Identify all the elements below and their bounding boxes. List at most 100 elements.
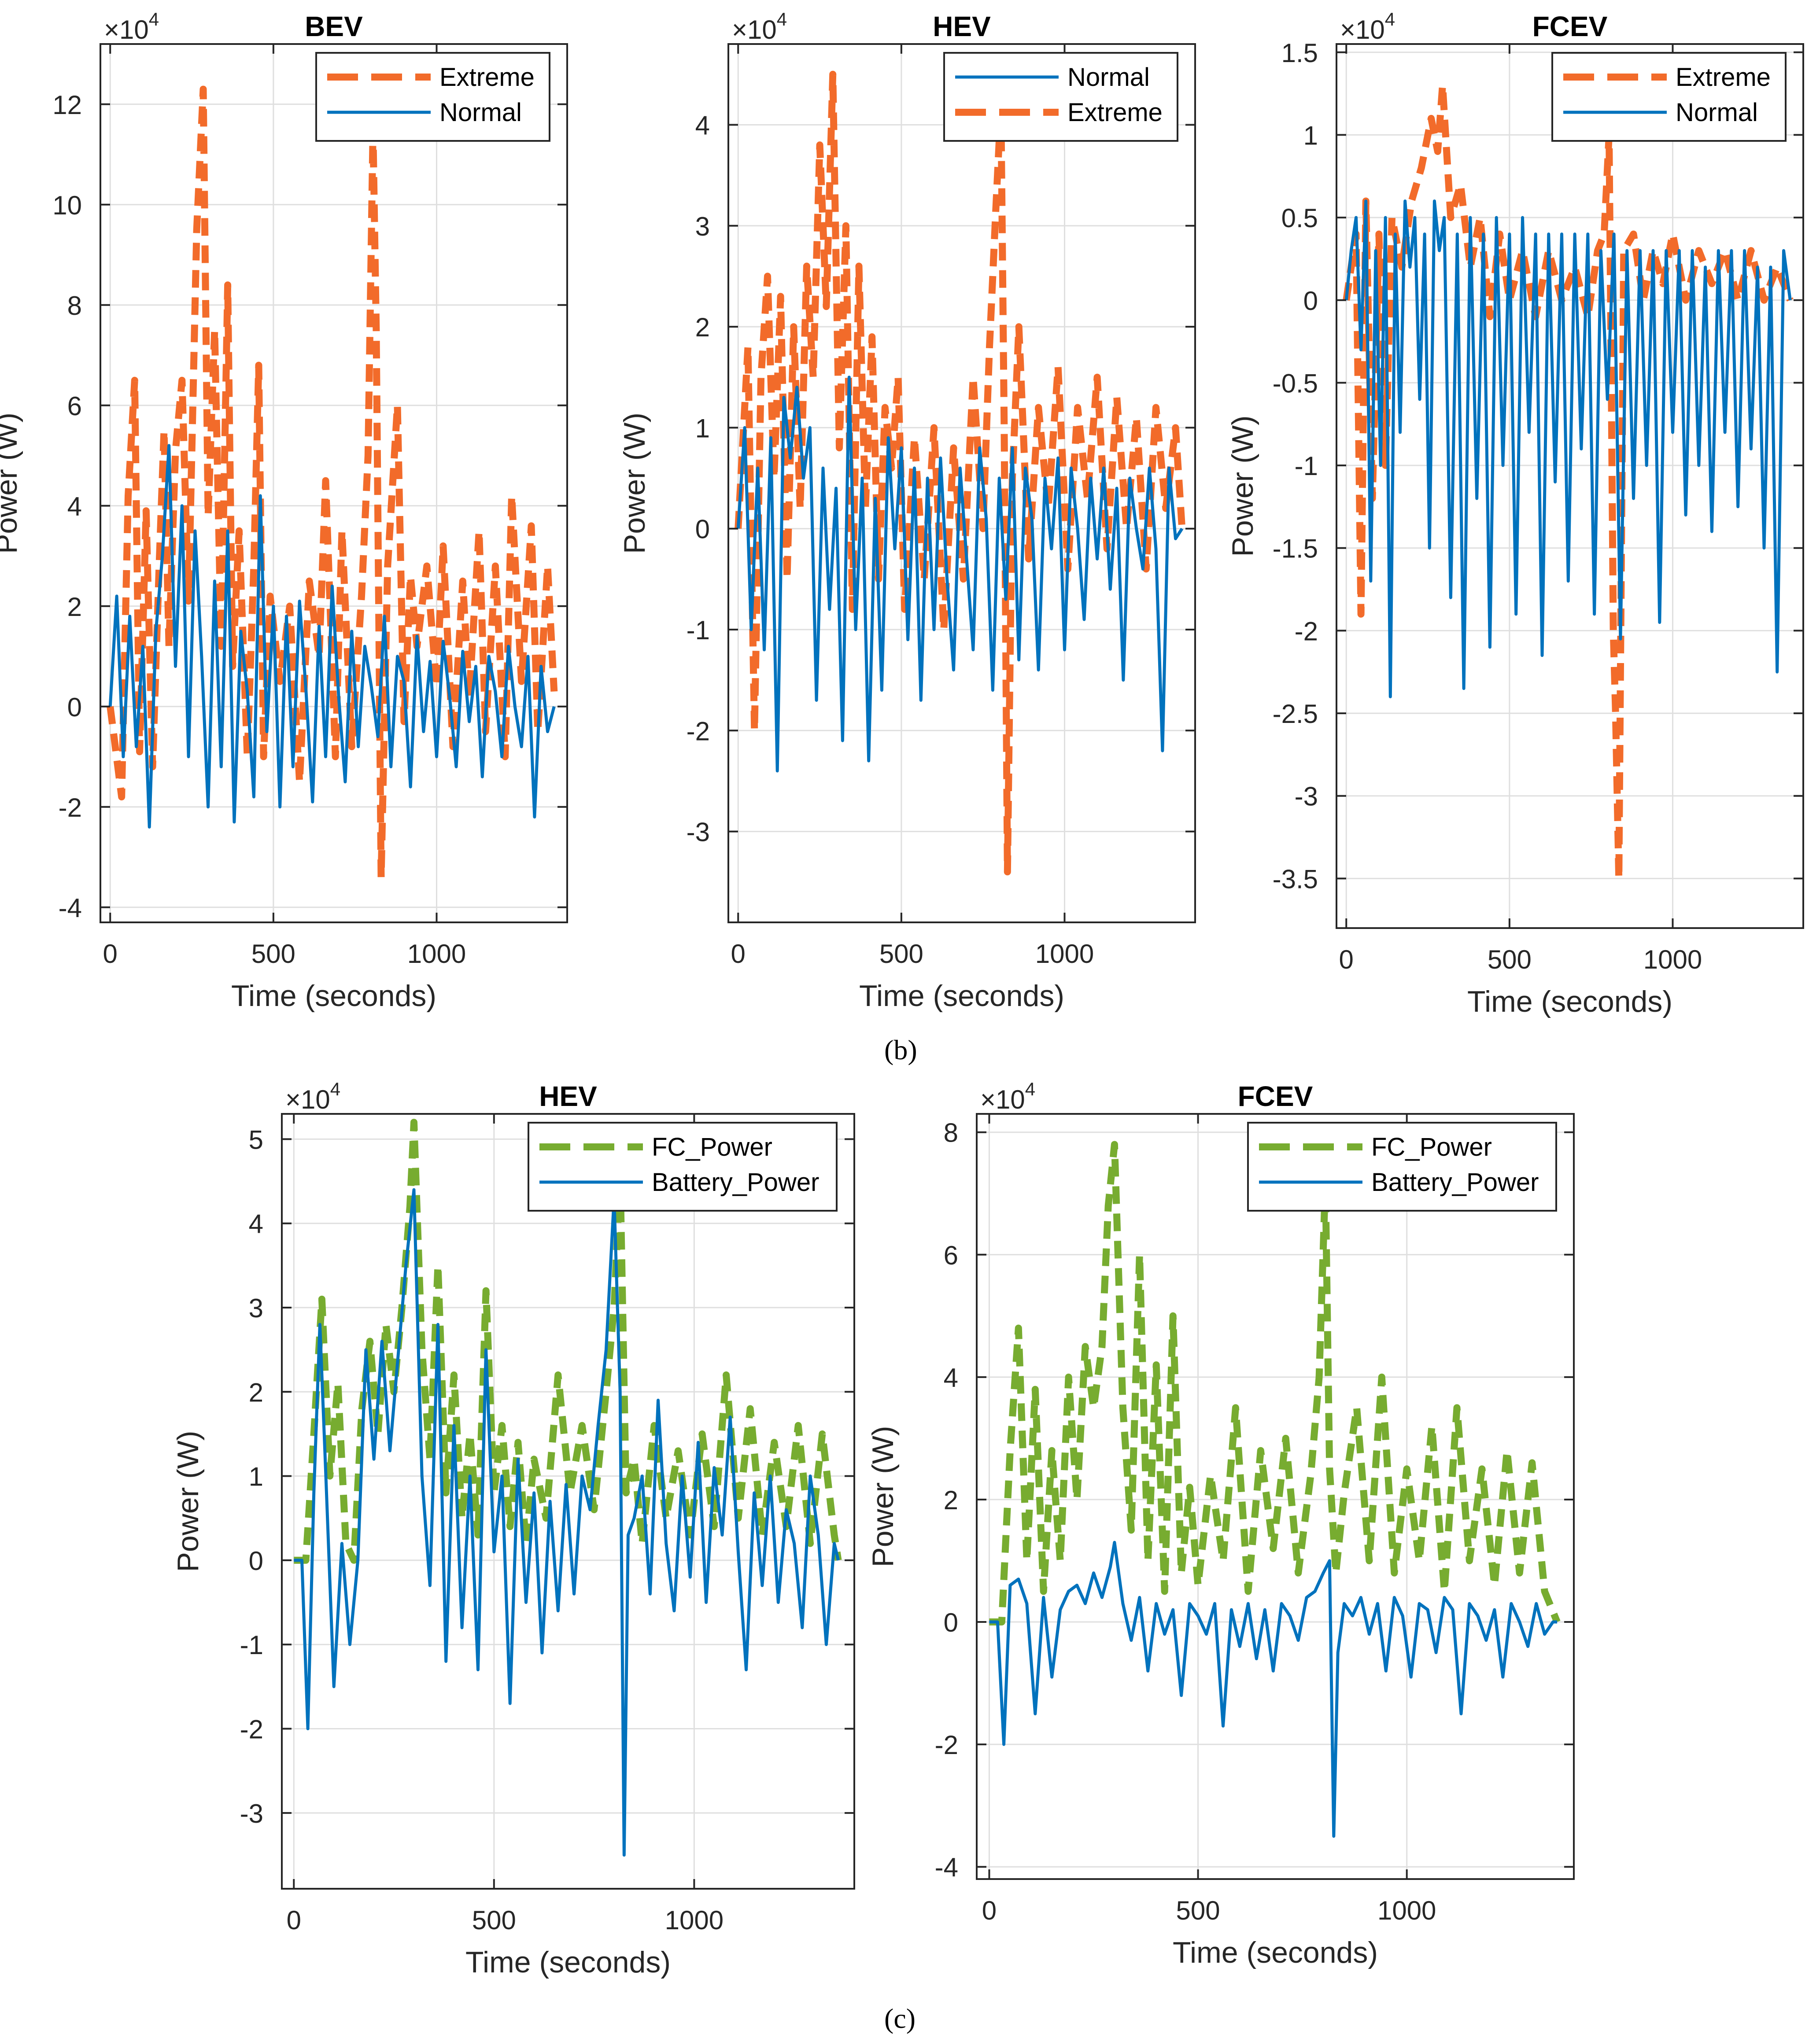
y-tick-label: 10	[52, 191, 82, 220]
y-axis-label: Power (W)	[618, 413, 651, 554]
axes-frame	[281, 1113, 855, 1890]
y-tick-label: -3	[240, 1799, 263, 1828]
x-tick-label: 0	[982, 1896, 997, 1925]
panel-label-b: (b)	[884, 1034, 917, 1065]
y-exponent-label: ×104	[285, 1079, 340, 1114]
y-axis-label: Power (W)	[0, 413, 23, 554]
axes-frame	[976, 1113, 1575, 1880]
plot-area	[735, 70, 1186, 876]
y-tick-label: 0	[1303, 286, 1318, 316]
plot-area	[294, 1119, 842, 1857]
legend: FC_Power Battery_Power	[528, 1122, 838, 1212]
x-axis-label: Time (seconds)	[231, 979, 436, 1013]
y-axis-label: Power (W)	[171, 1430, 205, 1572]
y-tick-label: 4	[944, 1363, 958, 1393]
chart-4-hev: -3 -2 -1 0 1 2 3 4 5 0 500 1000 ×104 HEV Time (seconds…	[171, 1079, 855, 1979]
legend: Extreme Normal	[1551, 52, 1787, 142]
x-tick-label: 1000	[407, 939, 466, 969]
chart-1-bev: -4 -2 0 2 4 6 8 10 12 0 500 1000 ×104 BEV Time (second…	[0, 9, 568, 1013]
x-tick-label: 1000	[1377, 1896, 1436, 1925]
y-exponent-label: ×104	[1340, 9, 1395, 44]
y-tick-label: 4	[695, 111, 710, 140]
x-tick-label: 0	[1339, 945, 1354, 974]
y-tick-label: 6	[67, 391, 82, 421]
y-tick-label: -3	[1295, 782, 1318, 811]
legend-box	[1551, 52, 1787, 142]
x-axis-label: Time (seconds)	[1467, 985, 1672, 1018]
plot-area	[1343, 81, 1794, 882]
legend-label-normal: Normal	[1067, 63, 1150, 92]
series-line-battery-power	[294, 1188, 840, 1857]
y-exponent-label: ×104	[104, 9, 159, 44]
y-tick-label: 2	[695, 313, 710, 342]
y-tick-label: 3	[249, 1294, 263, 1323]
y-tick-label: 6	[944, 1241, 958, 1270]
x-tick-label: 0	[731, 939, 746, 969]
chart-5-fcev: -4 -2 0 2 4 6 8 0 500 1000 ×104 FCEV Time (seconds) P…	[866, 1079, 1575, 1969]
x-tick-label: 500	[251, 939, 295, 969]
x-axis-label: Time (seconds)	[1173, 1936, 1378, 1969]
y-tick-label: 1	[249, 1462, 263, 1492]
y-tick-label: 1	[695, 413, 710, 443]
x-tick-label: 500	[879, 939, 923, 969]
legend-label-battery-power: Battery_Power	[1371, 1168, 1539, 1197]
legend-label-fc-power: FC_Power	[652, 1133, 772, 1161]
chart-title: BEV	[305, 11, 363, 42]
y-tick-label: 0.5	[1281, 203, 1318, 233]
legend-box	[1247, 1122, 1557, 1212]
y-tick-label: -2	[240, 1715, 263, 1744]
y-tick-label: 0	[695, 515, 710, 544]
series-line-battery-power	[989, 1540, 1558, 1838]
y-tick-label: 2	[944, 1485, 958, 1515]
y-tick-label: -2.5	[1273, 699, 1318, 729]
y-tick-label: 2	[67, 592, 82, 622]
y-tick-label: -2	[1295, 616, 1318, 646]
legend: Normal Extreme	[943, 52, 1178, 142]
x-tick-label: 1000	[1643, 945, 1702, 974]
y-tick-label: 0	[249, 1546, 263, 1576]
y-tick-label: 8	[944, 1118, 958, 1148]
y-tick-label: 1.5	[1281, 38, 1318, 68]
y-tick-label: -4	[59, 893, 82, 923]
y-tick-label: -3	[687, 818, 710, 847]
y-tick-label: 3	[695, 212, 710, 241]
axes-frame	[100, 43, 568, 923]
y-tick-label: -1	[687, 615, 710, 645]
x-tick-label: 500	[1488, 945, 1532, 974]
legend-box	[943, 52, 1178, 142]
y-exponent-label: ×104	[980, 1079, 1035, 1114]
x-axis-label: Time (seconds)	[465, 1946, 671, 1979]
plot-area	[107, 85, 558, 881]
legend-box	[315, 52, 550, 142]
legend-label-normal: Normal	[439, 98, 522, 127]
y-tick-label: -2	[935, 1730, 958, 1760]
y-axis-label: Power (W)	[1226, 415, 1259, 556]
x-tick-label: 500	[1176, 1896, 1220, 1925]
series-line-extreme	[107, 85, 558, 881]
y-tick-label: 1	[1303, 121, 1318, 150]
y-axis-label: Power (W)	[866, 1426, 900, 1567]
y-tick-label: 5	[249, 1125, 263, 1154]
series-line-normal	[1344, 199, 1792, 698]
y-tick-label: -1	[1295, 451, 1318, 481]
y-exponent-label: ×104	[732, 9, 787, 44]
legend-label-extreme: Extreme	[1067, 98, 1163, 127]
y-tick-label: 2	[249, 1378, 263, 1407]
chart-2-hev: -3 -2 -1 0 1 2 3 4 0 500 1000 ×104 HEV Time (seconds)…	[618, 9, 1196, 1013]
y-tick-label: 4	[249, 1209, 263, 1239]
panel-label-c: (c)	[884, 2003, 916, 2034]
x-tick-label: 500	[472, 1905, 516, 1935]
x-tick-label: 1000	[665, 1905, 724, 1935]
y-tick-label: 4	[67, 492, 82, 521]
chart-title: FCEV	[1532, 11, 1608, 42]
chart-title: HEV	[933, 11, 991, 42]
y-tick-label: 12	[52, 90, 82, 120]
legend-label-extreme: Extreme	[439, 63, 535, 92]
legend-box	[528, 1122, 838, 1212]
y-tick-label: -0.5	[1273, 369, 1318, 398]
legend: Extreme Normal	[315, 52, 550, 142]
y-tick-label: -2	[687, 716, 710, 746]
chart-title: HEV	[539, 1080, 597, 1112]
legend: FC_Power Battery_Power	[1247, 1122, 1557, 1212]
